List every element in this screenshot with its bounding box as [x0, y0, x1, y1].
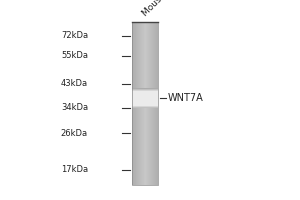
Text: 72kDa: 72kDa [61, 31, 88, 40]
Text: Mouse kidney: Mouse kidney [141, 0, 191, 18]
Bar [132, 22, 158, 185]
Text: 43kDa: 43kDa [61, 79, 88, 88]
Text: 34kDa: 34kDa [61, 104, 88, 112]
Text: 17kDa: 17kDa [61, 166, 88, 174]
Text: 26kDa: 26kDa [61, 129, 88, 138]
Text: 55kDa: 55kDa [61, 51, 88, 60]
Text: WNT7A: WNT7A [168, 93, 204, 103]
